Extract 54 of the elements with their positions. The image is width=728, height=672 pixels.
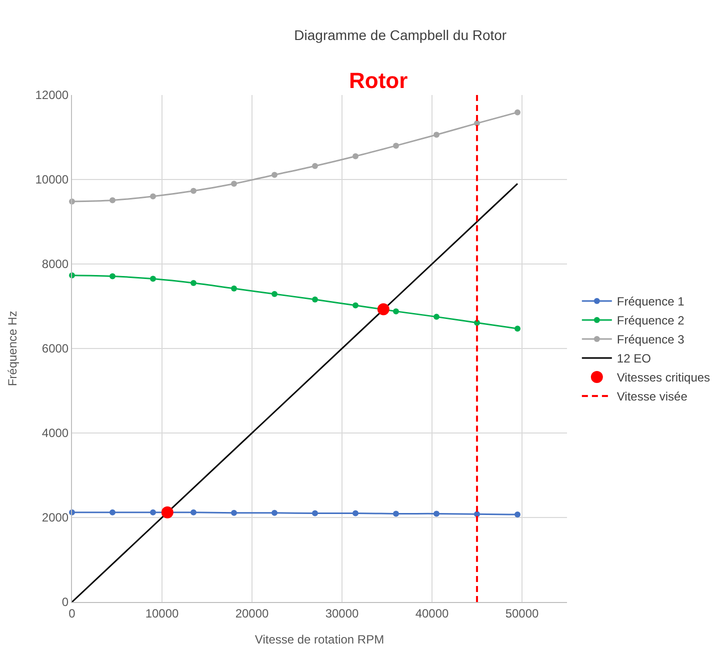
point — [377, 303, 390, 316]
point — [110, 197, 116, 204]
y-tick-label: 12000 — [35, 88, 69, 102]
point — [434, 132, 440, 138]
chart-title: Diagramme de Campbell du Rotor — [294, 27, 507, 44]
point — [272, 291, 278, 297]
point — [110, 509, 116, 516]
y-tick-label: 6000 — [42, 342, 69, 356]
legend-label: Fréquence 1 — [616, 294, 685, 309]
point — [150, 193, 156, 200]
x-tick-label: 50000 — [505, 606, 540, 620]
point — [272, 510, 278, 516]
point — [231, 510, 237, 516]
point — [110, 273, 116, 280]
point — [272, 172, 278, 178]
x-tick-label: 30000 — [325, 606, 360, 620]
legend-label: 12 EO — [616, 352, 651, 366]
point — [393, 510, 399, 517]
y-tick-label: 4000 — [42, 426, 69, 440]
legend-label: Vitesses critiques — [616, 370, 710, 385]
point — [393, 142, 399, 149]
point — [312, 162, 318, 169]
point — [514, 109, 520, 116]
y-tick-label: 8000 — [42, 257, 69, 272]
point — [150, 276, 156, 282]
y-tick-label: 0 — [62, 595, 69, 610]
point — [514, 326, 520, 332]
legend-label: Fréquence 3 — [616, 332, 685, 347]
y-tick-label: 10000 — [35, 172, 69, 187]
point — [352, 302, 358, 308]
y-tick-label: 2000 — [42, 510, 69, 525]
point — [434, 510, 440, 517]
x-axis-title: Vitesse de rotation RPM — [254, 632, 384, 646]
point — [514, 512, 520, 518]
point — [393, 308, 399, 314]
point — [231, 180, 237, 187]
x-tick-label: 40000 — [415, 606, 450, 620]
y-axis-title: Fréquence Hz — [6, 310, 20, 386]
legend-label: Fréquence 2 — [616, 314, 685, 328]
point — [312, 510, 318, 516]
point — [352, 510, 358, 516]
x-tick-label: 20000 — [235, 606, 270, 620]
point — [190, 280, 196, 286]
point — [150, 509, 156, 516]
point — [434, 314, 440, 320]
point — [161, 506, 174, 518]
point — [190, 188, 196, 194]
text: Rotor — [349, 68, 408, 93]
x-tick-label: 10000 — [145, 606, 180, 620]
legend-label: Vitesse visée — [616, 390, 688, 404]
point — [312, 296, 318, 302]
point — [352, 153, 358, 160]
point — [231, 286, 237, 292]
point — [190, 509, 196, 516]
